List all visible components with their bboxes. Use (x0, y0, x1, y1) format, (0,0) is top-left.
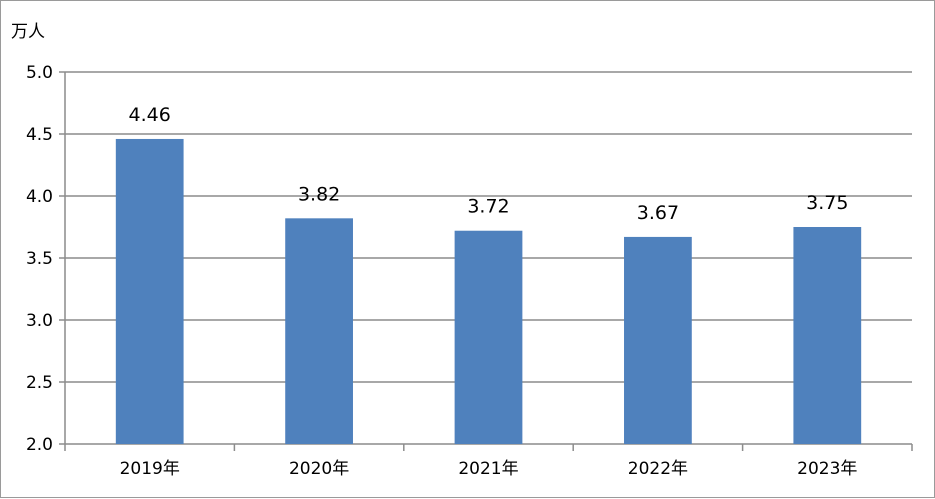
y-tick-label: 4.5 (26, 125, 53, 145)
y-tick-label: 4.0 (26, 187, 53, 207)
y-tick-label: 3.5 (26, 249, 53, 269)
y-tick-label: 2.0 (26, 435, 53, 455)
y-axis-unit-label: 万人 (11, 22, 45, 42)
labels: 2.0 2.5 3.0 3.5 4.0 4.5 5.0 4.46 2019年 3.82 2020年 3… (26, 63, 857, 479)
y-tick-label: 3.0 (26, 311, 53, 331)
data-label: 3.72 (467, 196, 509, 218)
bar (115, 138, 184, 444)
data-label: 3.82 (298, 183, 340, 205)
data-label: 3.75 (806, 192, 848, 214)
bar (285, 218, 353, 444)
bars (115, 138, 862, 444)
x-tick-label: 2021年 (458, 459, 518, 479)
bar (624, 236, 692, 444)
y-tick-label: 2.5 (26, 373, 53, 393)
bar (793, 227, 862, 444)
x-tick-label: 2023年 (797, 459, 857, 479)
x-tick-label: 2019年 (120, 459, 180, 479)
y-tick-label: 5.0 (26, 63, 53, 83)
bar (454, 230, 523, 444)
data-label: 4.46 (129, 104, 171, 126)
x-tick-label: 2020年 (289, 459, 349, 479)
data-label: 3.67 (637, 202, 679, 224)
x-tick-label: 2022年 (628, 459, 688, 479)
